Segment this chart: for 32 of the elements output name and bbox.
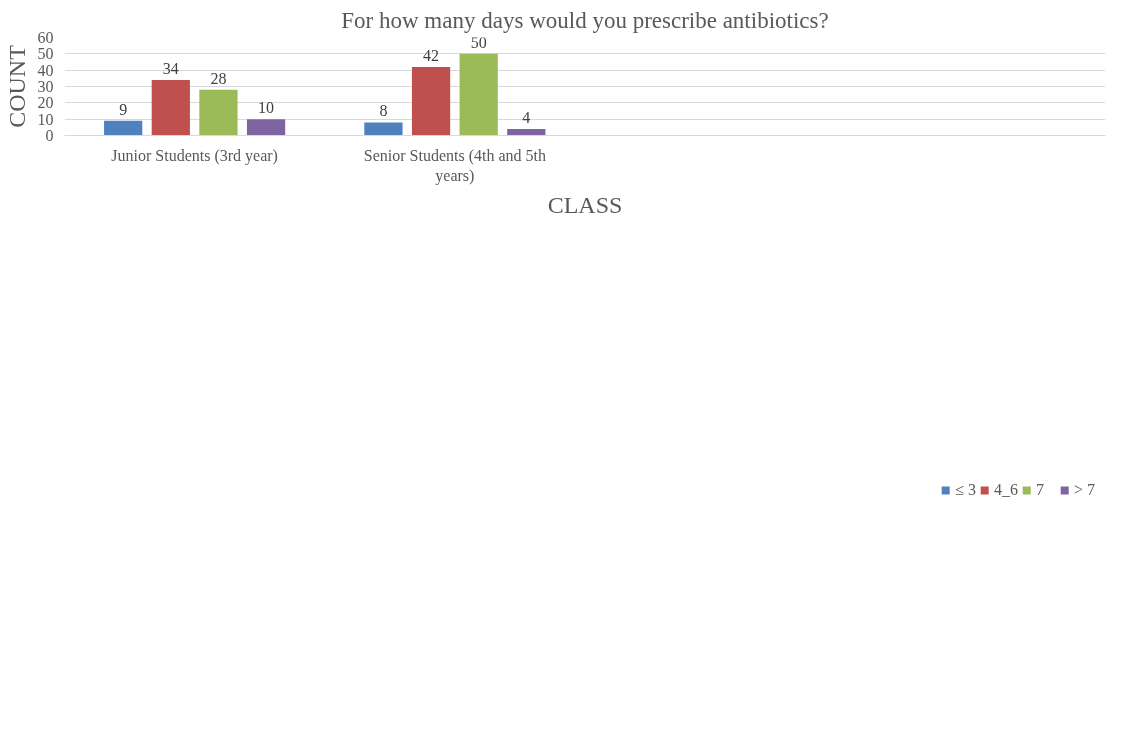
legend-label: 7 (1035, 481, 1045, 499)
x-axis-title: CLASS (547, 191, 623, 218)
legend-label: ≤ 3 (955, 481, 976, 499)
bar (151, 79, 190, 136)
y-tick-label: 20 (37, 94, 54, 112)
bar (104, 120, 143, 136)
data-label: 42 (423, 46, 440, 64)
bar (411, 66, 451, 136)
data-label: 34 (162, 59, 179, 77)
bar (507, 128, 546, 136)
y-axis-title: COUNT (3, 44, 30, 128)
data-label: 28 (210, 69, 227, 87)
bar (364, 122, 403, 136)
y-tick-label: 50 (37, 45, 54, 63)
bar (199, 89, 238, 136)
bar (246, 119, 286, 136)
legend-label: 4_6 (993, 481, 1018, 499)
x-tick-label: Senior Students (4th and 5th years) (363, 146, 546, 185)
chart-title: For how many days would you prescribe antibiotics? (341, 7, 829, 33)
y-tick-label: 60 (37, 29, 54, 46)
y-tick-label: 40 (37, 61, 54, 79)
data-label: 4 (522, 108, 531, 126)
y-tick-label: 10 (37, 110, 54, 128)
data-label: 8 (379, 102, 388, 120)
data-label: 10 (258, 99, 275, 117)
legend-label: > 7 (1073, 481, 1095, 499)
x-tick-label: Junior Students (3rd year) (111, 146, 278, 165)
bar (459, 53, 498, 136)
y-tick-label: 0 (45, 127, 54, 144)
data-label: 9 (119, 100, 128, 118)
y-tick-label: 30 (37, 78, 54, 95)
data-label: 50 (470, 33, 487, 51)
